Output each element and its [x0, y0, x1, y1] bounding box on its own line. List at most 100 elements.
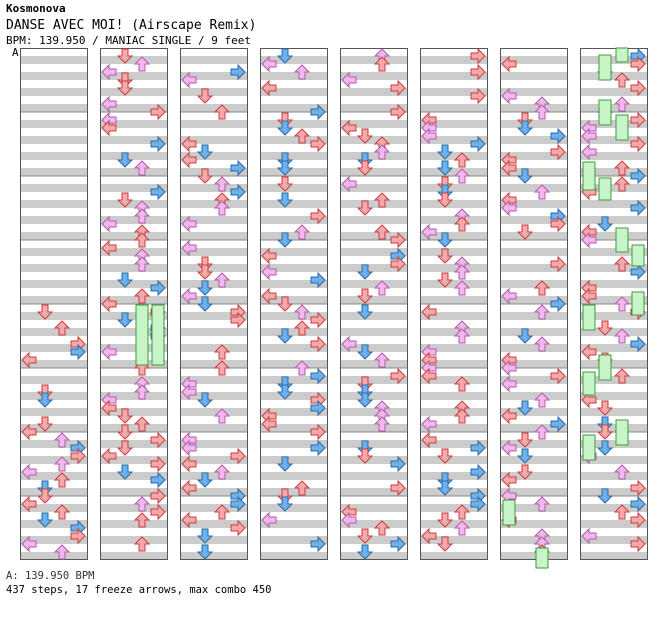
- lane-stripe: [20, 72, 88, 80]
- step-arrow: [101, 295, 117, 313]
- chart-column: [260, 48, 328, 560]
- lane-stripe: [580, 152, 648, 160]
- lane-stripe: [260, 360, 328, 368]
- step-arrow: [133, 536, 151, 552]
- step-arrow: [310, 535, 326, 553]
- lane-stripe: [420, 280, 488, 288]
- step-arrow: [390, 367, 406, 385]
- step-arrow: [470, 463, 486, 481]
- step-arrow: [356, 304, 374, 320]
- lane-stripe: [340, 552, 408, 560]
- lane-stripe: [20, 296, 88, 304]
- step-arrow: [356, 160, 374, 176]
- step-arrow: [101, 215, 117, 233]
- step-arrow: [550, 215, 566, 233]
- step-arrow: [501, 87, 517, 105]
- lane-stripe: [100, 72, 168, 80]
- lane-stripe: [340, 280, 408, 288]
- step-arrow: [470, 439, 486, 457]
- step-arrow: [213, 176, 231, 192]
- step-arrow: [470, 135, 486, 153]
- step-arrow: [516, 400, 534, 416]
- step-arrow: [101, 95, 117, 113]
- lane-stripe: [20, 504, 88, 512]
- lane-stripe: [260, 312, 328, 320]
- step-arrow: [356, 288, 374, 304]
- lane-stripe: [580, 280, 648, 288]
- step-arrow: [356, 200, 374, 216]
- lane-stripe: [340, 312, 408, 320]
- lane-stripe: [500, 520, 568, 528]
- step-arrow: [213, 504, 231, 520]
- lane-stripe: [260, 152, 328, 160]
- lane-stripe: [260, 488, 328, 496]
- lane-stripe: [580, 184, 648, 192]
- freeze-arrow: [615, 419, 629, 446]
- step-arrow: [310, 135, 326, 153]
- step-arrow: [550, 255, 566, 273]
- freeze-arrow: [135, 304, 149, 366]
- step-arrow: [470, 495, 486, 513]
- step-arrow: [390, 479, 406, 497]
- step-arrow: [533, 496, 551, 512]
- lane-stripe: [100, 344, 168, 352]
- lane-stripe: [340, 424, 408, 432]
- step-arrow: [230, 183, 246, 201]
- lane-stripe: [340, 488, 408, 496]
- lane-stripe: [180, 104, 248, 112]
- step-arrow: [550, 127, 566, 145]
- step-arrow: [196, 280, 214, 296]
- lane-stripe: [580, 88, 648, 96]
- lane-stripe: [420, 232, 488, 240]
- step-arrow: [613, 368, 631, 384]
- lane-stripe: [340, 88, 408, 96]
- lane-stripe: [420, 56, 488, 64]
- step-arrow: [533, 336, 551, 352]
- lane-stripe: [500, 232, 568, 240]
- lane-stripe: [260, 200, 328, 208]
- lane-stripe: [180, 72, 248, 80]
- lane-stripe: [180, 312, 248, 320]
- lane-stripe: [580, 456, 648, 464]
- step-arrow: [581, 287, 597, 305]
- lane-stripe: [180, 232, 248, 240]
- step-arrow: [116, 464, 134, 480]
- step-arrow: [276, 232, 294, 248]
- step-arrow: [53, 472, 71, 488]
- lane-stripe: [500, 376, 568, 384]
- chart-column: [180, 48, 248, 560]
- lane-stripe: [340, 152, 408, 160]
- step-arrow: [470, 63, 486, 81]
- step-arrow: [261, 415, 277, 433]
- lane-stripe: [20, 424, 88, 432]
- freeze-arrow: [598, 354, 612, 381]
- lane-stripe: [420, 312, 488, 320]
- lane-stripe: [580, 296, 648, 304]
- step-arrow: [150, 431, 166, 449]
- lane-stripe: [340, 440, 408, 448]
- lane-stripe: [500, 456, 568, 464]
- lane-stripe: [500, 152, 568, 160]
- lane-stripe: [500, 264, 568, 272]
- step-arrow: [613, 464, 631, 480]
- lane-stripe: [500, 312, 568, 320]
- step-arrow: [261, 79, 277, 97]
- lane-stripe: [260, 504, 328, 512]
- lane-stripe: [580, 488, 648, 496]
- step-arrow: [21, 495, 37, 513]
- lane-stripe: [580, 536, 648, 544]
- lane-stripe: [500, 56, 568, 64]
- lane-stripe: [580, 312, 648, 320]
- lane-stripe: [500, 200, 568, 208]
- step-arrow: [630, 79, 646, 97]
- step-arrow: [630, 55, 646, 73]
- step-arrow: [436, 160, 454, 176]
- step-arrow: [613, 160, 631, 176]
- step-arrow: [116, 48, 134, 64]
- lane-stripe: [260, 536, 328, 544]
- lane-stripe: [20, 56, 88, 64]
- step-arrow: [181, 287, 197, 305]
- lane-stripe: [500, 168, 568, 176]
- step-arrow: [436, 192, 454, 208]
- step-arrow: [293, 320, 311, 336]
